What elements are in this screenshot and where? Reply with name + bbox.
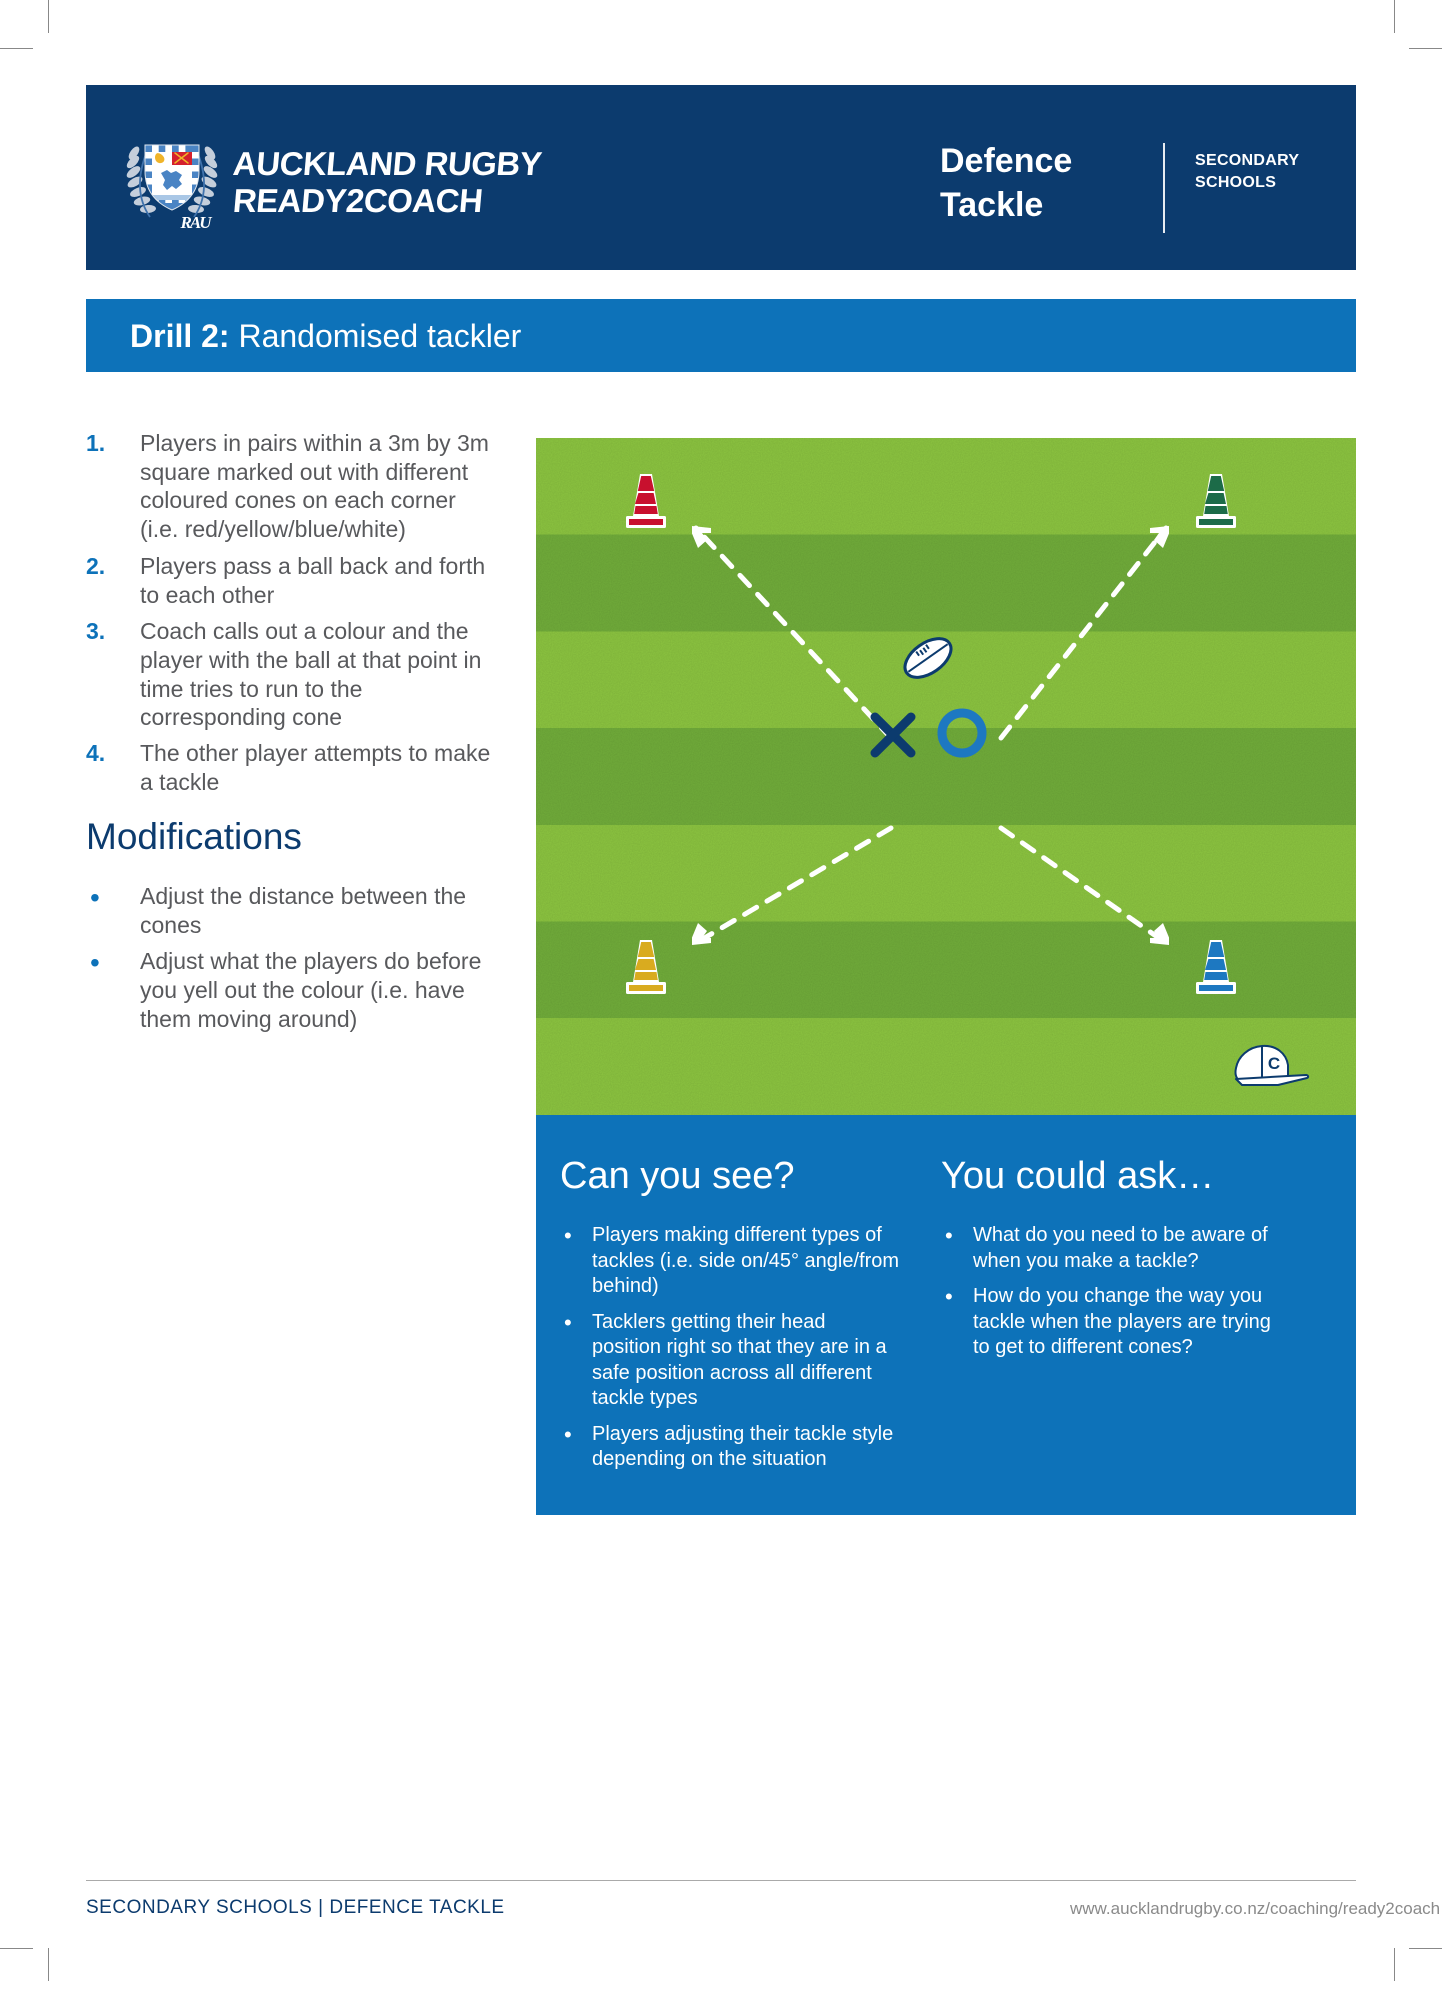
svg-text:C: C (1268, 1054, 1280, 1073)
